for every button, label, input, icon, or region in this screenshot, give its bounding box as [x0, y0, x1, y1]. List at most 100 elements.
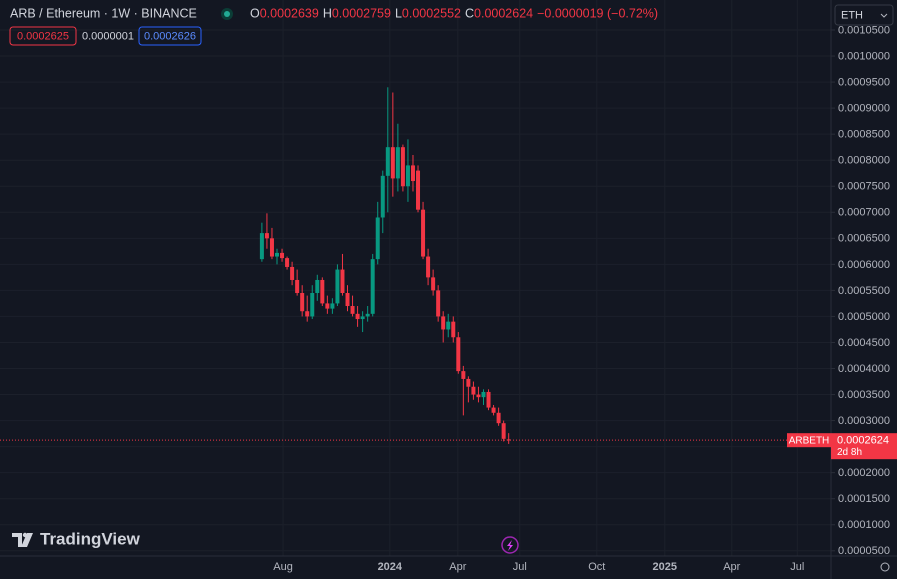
candle-body: [446, 321, 451, 330]
y-tick-label: 0.0005000: [838, 311, 890, 323]
price-tag: [831, 433, 897, 460]
candle-body: [350, 306, 355, 314]
candle-body: [275, 252, 279, 257]
ohlc-key: H: [323, 6, 332, 20]
candle-body: [431, 277, 436, 291]
logo-dot: [22, 532, 28, 538]
ask-box[interactable]: [138, 26, 202, 46]
candle-body: [501, 423, 506, 439]
price-tag-text: 0.0002624: [837, 435, 889, 447]
candle-body: [456, 337, 461, 372]
y-tick-label: 0.0004000: [838, 363, 890, 375]
ohlc-change: −0.0000019 (−0.72%): [537, 6, 658, 20]
x-tick-label: Jul: [790, 561, 804, 573]
candle-body: [416, 170, 421, 210]
y-tick-label: 0.0001000: [838, 519, 890, 531]
candle-body: [330, 303, 335, 309]
grid: [0, 0, 831, 556]
x-tick-label: 2025: [653, 561, 677, 573]
logo-mark: [12, 533, 33, 547]
candle-body: [365, 313, 370, 317]
y-tick-label: 0.0007500: [838, 181, 890, 193]
y-tick-label: 0.0000500: [838, 545, 890, 557]
ohlc-value: 0.0002624: [474, 6, 533, 20]
y-tick-label: 0.0007000: [838, 207, 890, 219]
ohlc-key: C: [465, 6, 474, 20]
spread: 0.0000001: [82, 30, 134, 42]
candle-body: [300, 292, 305, 312]
candle-body: [491, 407, 496, 413]
y-tick-label: 0.0003000: [838, 415, 890, 427]
x-tick-label: Oct: [588, 561, 605, 573]
candle-body: [355, 313, 360, 320]
currency-label: ETH: [841, 9, 863, 21]
ohlc-value: 0.0002759: [332, 6, 391, 20]
dropdown-arrow: [880, 13, 888, 18]
candle-body: [400, 147, 405, 187]
y-tick-label: 0.0008500: [838, 129, 890, 141]
candle-body: [325, 303, 330, 309]
y-tick-label: 0.0010000: [838, 50, 890, 62]
x-tick-label: Aug: [273, 561, 293, 573]
candle-body: [486, 391, 491, 408]
candle-body: [421, 209, 426, 257]
candle-body: [426, 256, 431, 278]
y-tick-label: 0.0006500: [838, 233, 890, 245]
candle-body: [280, 252, 285, 259]
candle-body: [285, 258, 290, 267]
y-tick-label: 0.0001500: [838, 493, 890, 505]
candle-body: [380, 175, 385, 218]
watermark: TradingView: [40, 529, 141, 548]
candle-body: [496, 412, 501, 424]
candle-body: [395, 147, 400, 179]
candle-body: [506, 439, 511, 441]
candle-body: [375, 217, 380, 260]
x-tick-label: Apr: [723, 561, 740, 573]
candle-body: [315, 279, 320, 293]
candle-body: [305, 311, 310, 317]
logo: TradingView: [12, 529, 141, 548]
candle-body: [476, 394, 481, 398]
countdown: 2d 8h: [837, 447, 862, 458]
market-status-dot: [224, 11, 230, 17]
candle-body: [335, 269, 340, 304]
candle-body: [264, 233, 269, 239]
x-tick-label: Jul: [513, 561, 527, 573]
currency-dropdown[interactable]: [834, 4, 894, 26]
candle-body: [360, 316, 365, 320]
candle-body: [259, 233, 264, 260]
events-icon[interactable]: [501, 536, 519, 554]
y-tick-label: 0.0009500: [838, 76, 890, 88]
events-bolt: [507, 540, 513, 551]
candle-body: [340, 269, 345, 293]
bid-price: 0.0002625: [17, 30, 69, 42]
candle-body: [461, 371, 466, 379]
ohlc-value: 0.0002552: [402, 6, 461, 20]
y-tick-label: 0.0003500: [838, 389, 890, 401]
symbol-title[interactable]: ARB / Ethereum · 1W · BINANCE: [10, 6, 197, 20]
settings-icon[interactable]: [880, 562, 890, 572]
candle-body: [269, 238, 274, 257]
y-tick-label: 0.0010500: [838, 24, 890, 36]
candle-body: [310, 292, 315, 317]
axes: 0.0000500 0.0001000 0.0001500 0.0002000 0.00…: [273, 24, 890, 573]
candle-body: [436, 290, 441, 317]
candle-body: [385, 147, 390, 176]
ohlc-legend: O 0.0002639 H 0.0002759 L 0.0002552 C 0.0002624…: [250, 6, 658, 20]
price-label: ARBETH 0.0002624 2d 8h: [787, 433, 897, 460]
candle-body: [290, 266, 295, 280]
symbol-tag-text: ARBETH: [789, 435, 830, 446]
y-tick-label: 0.0002000: [838, 467, 890, 479]
candle-body: [466, 378, 471, 387]
candle-body: [410, 165, 415, 182]
ask-price: 0.0002626: [144, 30, 196, 42]
y-tick-label: 0.0009000: [838, 103, 890, 115]
bid-box[interactable]: [9, 26, 77, 46]
candle-body: [481, 391, 486, 398]
ohlc-value: 0.0002639: [260, 6, 319, 20]
y-tick-label: 0.0004500: [838, 337, 890, 349]
ohlc-key: O: [250, 6, 260, 20]
